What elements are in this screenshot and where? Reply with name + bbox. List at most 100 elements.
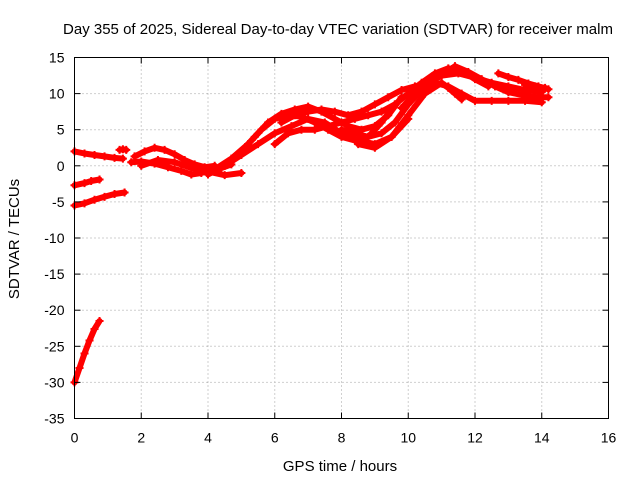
data-point-marker [127,158,136,167]
data-point-marker [153,156,162,165]
data-point-marker [450,89,459,98]
data-point-marker [437,78,446,87]
axis-ticks: 0 2 4 6 8 10 12 14 16 15 10 5 0 -5 -10 -15 -20 -25 -30 -35 [44,50,616,446]
data-point-marker [257,125,266,134]
x-tick-label: 16 [601,430,617,446]
data-point-marker [541,83,550,92]
data-point-marker [410,89,419,98]
data-point-marker [118,154,127,163]
x-tick-label: 2 [137,430,145,446]
data-point-marker [87,176,96,185]
y-tick-label: -10 [44,230,64,246]
x-tick-label: 0 [71,430,79,446]
y-tick-label: -5 [52,194,65,210]
data-point-marker [397,104,406,113]
data-point-marker [287,122,296,131]
data-point-marker [80,179,89,188]
data-point-marker [404,111,413,120]
data-point-marker [100,192,109,201]
data-point-marker [110,189,119,198]
data-point-marker [317,105,326,114]
data-point-marker [504,82,513,91]
data-point-marker [270,129,279,138]
data-point-marker [110,153,119,162]
data-point-marker [90,150,99,159]
x-tick-label: 14 [534,430,550,446]
y-tick-label: 10 [49,86,65,102]
data-point-marker [521,96,530,105]
data-point-marker [284,129,293,138]
data-point-marker [297,125,306,134]
data-point-marker [377,107,386,116]
data-point-marker [487,78,496,87]
data-point-marker [544,93,553,102]
data-point-marker [494,69,503,78]
data-point-marker [210,165,219,174]
data-point-marker [310,125,319,134]
data-point-marker [444,83,453,92]
data-point-marker [397,85,406,94]
x-tick-label: 6 [271,430,279,446]
data-point-marker [337,118,346,127]
data-point-marker [244,140,253,149]
series-track-2 [71,176,103,189]
data-point-marker [504,96,513,105]
data-point-marker [237,150,246,159]
data-point-marker [324,122,333,131]
x-tick-label: 4 [204,430,212,446]
data-point-marker [357,107,366,116]
data-point-marker [384,93,393,102]
y-tick-label: -25 [44,338,64,354]
data-point-marker [450,62,459,71]
data-point-marker [204,170,212,179]
data-point-marker [531,82,540,91]
data-point-marker [160,145,169,154]
data-point-marker [377,118,386,127]
y-tick-label: 15 [49,50,65,66]
data-point-marker [487,96,496,105]
data-point-marker [330,107,339,116]
data-point-marker [370,100,379,109]
y-tick-label: -15 [44,266,64,282]
data-point-marker [80,149,89,158]
data-point-marker [354,140,363,149]
data-point-marker [517,91,526,100]
data-point-marker [377,129,386,138]
data-point-marker [537,98,546,107]
data-point-marker [420,89,429,98]
y-tick-label: 5 [57,122,65,138]
data-point-marker [170,158,179,167]
x-tick-label: 10 [400,430,416,446]
data-point-marker [390,118,399,127]
data-point-marker [424,78,433,87]
data-point-marker [85,336,94,345]
data-point-marker [454,69,463,78]
data-point-marker [471,96,479,105]
data-point-marker [277,118,286,127]
series-track-16 [398,70,545,111]
series-track-4 [71,318,103,386]
data-point-marker [437,71,446,80]
data-point-marker [270,140,279,149]
data-point-marker [364,132,373,141]
data-point-marker [364,111,373,120]
data-point-marker [270,114,279,123]
x-tick-label: 12 [467,430,483,446]
data-point-marker [137,161,146,170]
data-point-marker [100,152,109,161]
data-point-marker [130,152,139,161]
data-point-marker [177,166,186,175]
data-point-marker [95,317,104,326]
x-tick-label: 8 [338,430,346,446]
data-point-marker [80,349,89,358]
y-axis-label: SDTVAR / TECUs [6,179,23,299]
data-point-marker [170,150,179,159]
data-point-marker [344,111,353,120]
y-tick-label: -20 [44,302,64,318]
x-axis-label: GPS time / hours [283,458,397,475]
data-point-marker [140,147,149,156]
data-series [70,62,553,387]
chart-title: Day 355 of 2025, Sidereal Day-to-day VTE… [63,21,613,38]
data-point-marker [187,163,196,172]
y-tick-label: 0 [57,158,65,174]
